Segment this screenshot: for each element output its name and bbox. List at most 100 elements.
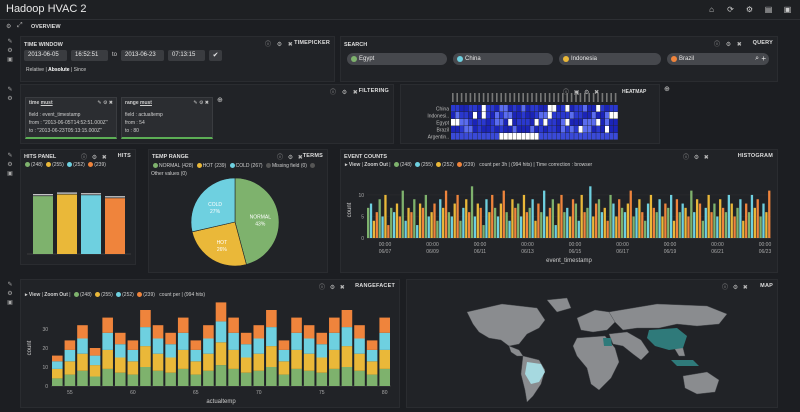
legend-label[interactable]: HOT (239) [202,163,227,169]
region-egypt[interactable] [603,338,612,346]
close-icon[interactable]: ✖ [352,90,358,96]
add-filter-icon[interactable]: ⊕ [217,97,223,104]
query-pill-brazil[interactable]: Brazil ⌕ + [667,53,769,65]
row-save-icon[interactable]: ▣ [7,300,13,306]
expand-icon[interactable]: ⤢ [17,22,23,29]
info-icon[interactable]: ⓘ [277,155,284,161]
row-settings-icon[interactable]: ⚙ [7,162,13,168]
row-settings-icon[interactable]: ⚙ [7,96,13,102]
query-color-dot[interactable] [563,56,569,62]
filter-edit-icons[interactable]: ✎ ⚙ ✖ [193,100,209,106]
edit-row-icon[interactable]: ✎ [7,153,13,159]
settings-icon[interactable]: ⚙ [745,5,754,14]
add-query-icon[interactable]: + [761,54,766,63]
edit-row-icon[interactable]: ✎ [7,282,13,288]
info-icon[interactable]: ⓘ [722,285,729,291]
info-icon[interactable]: ⓘ [81,155,88,161]
query-pill-indonesia[interactable]: Indonesia [559,53,661,65]
query-color-dot[interactable] [351,56,357,62]
zoom-out-button[interactable]: Zoom Out [44,292,68,298]
panel-settings-icon[interactable]: ⚙ [329,285,336,291]
search-icon[interactable]: ⌕ [755,55,759,62]
region-indonesia[interactable] [671,360,699,366]
row-save-icon[interactable]: ▣ [7,171,13,177]
panel-settings-icon[interactable]: ⚙ [276,42,283,48]
region-brazil[interactable] [525,362,545,384]
panel-settings-icon[interactable]: ⚙ [584,90,590,96]
refresh-icon[interactable]: ⟳ [727,5,734,14]
heatmap-col-tick [575,93,577,102]
view-menu[interactable]: ▸ View [345,162,361,168]
to-time-input[interactable]: 07:13:15 [168,50,205,61]
region-china[interactable] [647,328,687,350]
view-menu[interactable]: ▸ View [25,292,41,298]
info-icon[interactable]: ⓘ [330,90,337,96]
info-icon[interactable]: ⓘ [319,285,326,291]
heatmap-cell [543,119,548,126]
close-icon[interactable]: ✖ [594,90,600,96]
from-time-input[interactable]: 16:52:51 [71,50,108,61]
close-icon[interactable]: ✖ [287,42,293,48]
filter-range[interactable]: range must ✎ ⚙ ✖ field : actualtemp from… [121,97,213,139]
heatmap-cell [530,126,535,133]
panel-settings-icon[interactable]: ⚙ [341,90,348,96]
info-icon[interactable]: ⓘ [714,42,721,48]
legend-label: (239) [463,162,475,168]
open-folder-icon[interactable]: ▤ [764,5,773,14]
to-date-input[interactable]: 2013-06-23 [121,50,164,61]
panel-settings-icon[interactable]: ⚙ [732,285,739,291]
heatmap-cell [556,112,561,119]
zoom-out-button[interactable]: Zoom Out [364,162,388,168]
filter-mode-link[interactable]: must [40,100,53,106]
info-icon[interactable]: ⓘ [563,90,570,96]
close-icon[interactable]: ✖ [736,42,742,48]
query-color-dot[interactable] [671,56,677,62]
range-bar-segment [303,338,315,354]
to-label: to [112,52,118,58]
range-bar-segment [140,327,151,347]
mode-relative[interactable]: Relative [26,67,45,73]
info-icon[interactable]: ⓘ [265,42,272,48]
apply-time-button[interactable]: ✔ [209,50,222,61]
collapse-row-icon[interactable]: ⚙ [6,24,12,30]
hist-bar [762,203,765,238]
panel-settings-icon[interactable]: ⚙ [693,155,700,161]
close-icon[interactable]: ✖ [297,155,303,161]
legend-label[interactable]: COLD (267) [235,163,263,169]
hist-bar [367,207,370,238]
filter-time[interactable]: time must ✎ ⚙ ✖ field : event_timestamp … [25,97,117,139]
edit-row-icon[interactable]: ✎ [7,87,13,93]
hist-bar [644,220,647,238]
filter-mode-link[interactable]: must [140,100,152,106]
mode-since[interactable]: Since [73,67,87,73]
row-settings-icon[interactable]: ⚙ [7,291,13,297]
close-icon[interactable]: ✖ [339,285,345,291]
heatmap-cell [499,119,504,126]
panel-settings-icon[interactable]: ⚙ [287,155,294,161]
panel-settings-icon[interactable]: ⚙ [725,42,732,48]
heatmap-cell [495,126,499,133]
filter-edit-icons[interactable]: ✎ ⚙ ✖ [97,100,113,106]
close-icon[interactable]: ✖ [101,155,107,161]
query-color-dot[interactable] [457,56,463,62]
range-bar-segment [152,370,164,386]
query-pill-egypt[interactable]: Egypt [347,53,447,65]
mode-absolute[interactable]: Absolute [48,67,70,73]
heatmap-cell [561,119,565,126]
range-bar-segment [341,327,353,347]
home-icon[interactable]: ⌂ [709,5,714,14]
save-icon[interactable]: ▣ [783,5,792,14]
info-icon[interactable]: ⓘ [683,155,690,161]
from-date-input[interactable]: 2013-06-05 [24,50,67,61]
close-icon[interactable]: ✖ [703,155,709,161]
close-icon[interactable]: ✖ [742,285,748,291]
row-save-icon[interactable]: ▣ [7,57,13,63]
legend-label[interactable]: Missing field (0) [271,163,307,169]
legend-label[interactable]: Other values (0) [151,171,187,177]
edit-row-icon[interactable]: ✎ [7,39,13,45]
add-panel-icon[interactable]: ⊕ [664,86,670,93]
row-settings-icon[interactable]: ⚙ [7,48,13,54]
panel-settings-icon[interactable]: ⚙ [91,155,98,161]
legend-label[interactable]: NORMAL (428) [159,163,194,169]
query-pill-china[interactable]: China [453,53,553,65]
